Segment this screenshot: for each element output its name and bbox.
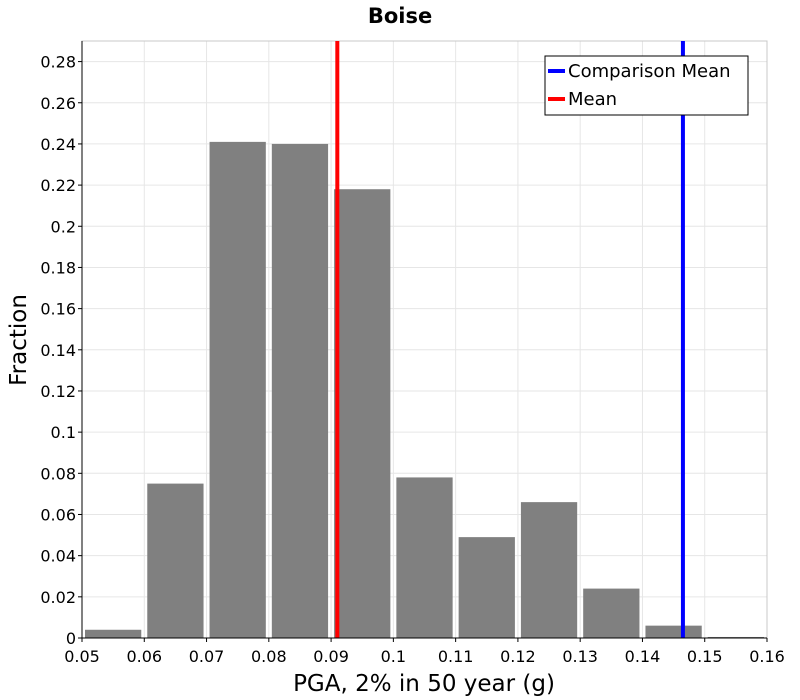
x-tick-labels: 0.05 0.06 0.07 0.08 0.09 0.1 0.11 0.12 0.13 0.14 0… — [64, 638, 785, 666]
bar-4 — [334, 189, 391, 638]
bars — [85, 141, 764, 638]
y-tick-label: 0.16 — [40, 300, 76, 319]
y-tick-label: 0.24 — [40, 135, 76, 154]
x-tick-label: 0.05 — [64, 647, 100, 666]
bar-5 — [396, 477, 453, 638]
bar-7 — [520, 502, 578, 638]
x-tick-label: 0.14 — [625, 647, 661, 666]
bar-3 — [271, 143, 329, 638]
x-tick-label: 0.1 — [381, 647, 406, 666]
legend-label: Mean — [568, 89, 617, 110]
x-tick-label: 0.13 — [562, 647, 598, 666]
bar-10 — [707, 636, 764, 638]
bar-1 — [147, 483, 204, 638]
chart-title: Boise — [368, 4, 432, 28]
legend-label: Comparison Mean — [568, 61, 731, 82]
y-tick-label: 0.28 — [40, 53, 76, 72]
bar-8 — [583, 588, 640, 638]
y-tick-label: 0.2 — [51, 217, 76, 236]
y-tick-label: 0.14 — [40, 341, 76, 360]
x-tick-label: 0.08 — [251, 647, 287, 666]
bar-6 — [458, 537, 515, 638]
y-tick-label: 0.1 — [51, 423, 76, 442]
axes — [81, 41, 767, 639]
x-tick-label: 0.15 — [687, 647, 723, 666]
x-tick-label: 0.07 — [189, 647, 225, 666]
y-tick-label: 0 — [66, 629, 76, 648]
y-tick-label: 0.18 — [40, 258, 76, 277]
x-tick-label: 0.11 — [438, 647, 474, 666]
y-tick-label: 0.06 — [40, 505, 76, 524]
bar-2 — [209, 141, 266, 638]
bar-9 — [645, 625, 702, 638]
y-tick-label: 0.26 — [40, 94, 76, 113]
x-axis-label: PGA, 2% in 50 year (g) — [293, 671, 555, 697]
legend-box — [544, 55, 749, 116]
x-tick-label: 0.16 — [749, 647, 785, 666]
y-tick-labels: 0 0.02 0.04 0.06 0.08 0.1 0.12 0.14 0.16 0.18 0.2 0… — [40, 53, 82, 648]
x-tick-label: 0.06 — [126, 647, 162, 666]
y-tick-label: 0.22 — [40, 176, 76, 195]
y-tick-label: 0.08 — [40, 464, 76, 483]
y-tick-label: 0.02 — [40, 588, 76, 607]
legend: Comparison Mean Mean — [544, 55, 749, 116]
x-tick-label: 0.12 — [500, 647, 536, 666]
y-axis-label: Fraction — [6, 294, 32, 386]
y-tick-label: 0.12 — [40, 382, 76, 401]
x-tick-label: 0.09 — [313, 647, 349, 666]
reference-lines — [335, 41, 685, 638]
y-tick-label: 0.04 — [40, 547, 76, 566]
bar-0 — [85, 629, 142, 638]
